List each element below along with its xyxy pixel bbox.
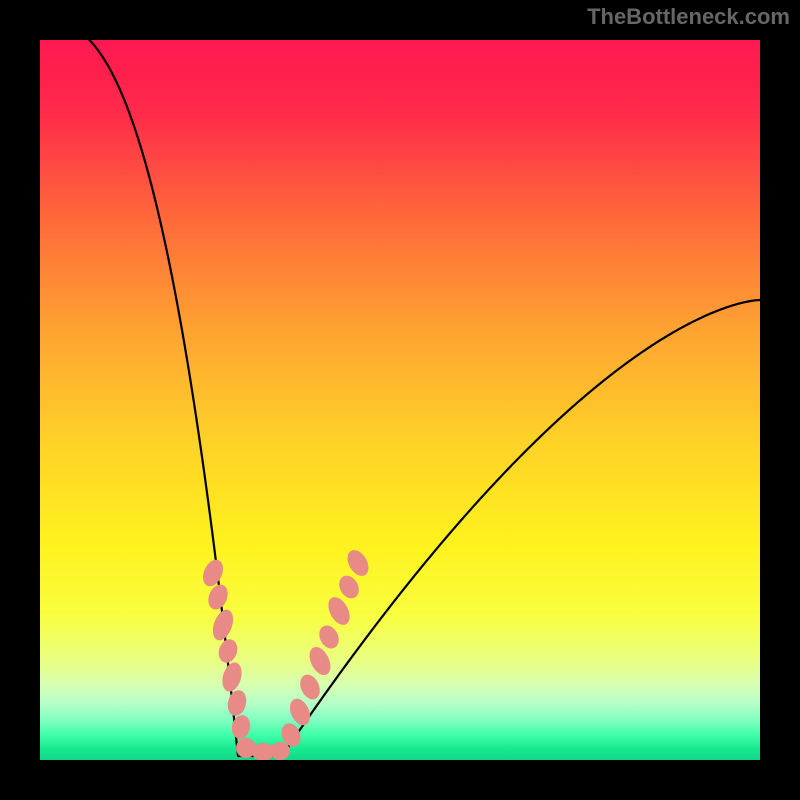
gradient-panel <box>40 40 760 760</box>
bead <box>270 742 290 760</box>
chart-stage: TheBottleneck.com <box>0 0 800 800</box>
chart-svg <box>0 0 800 800</box>
watermark-text: TheBottleneck.com <box>587 4 790 30</box>
